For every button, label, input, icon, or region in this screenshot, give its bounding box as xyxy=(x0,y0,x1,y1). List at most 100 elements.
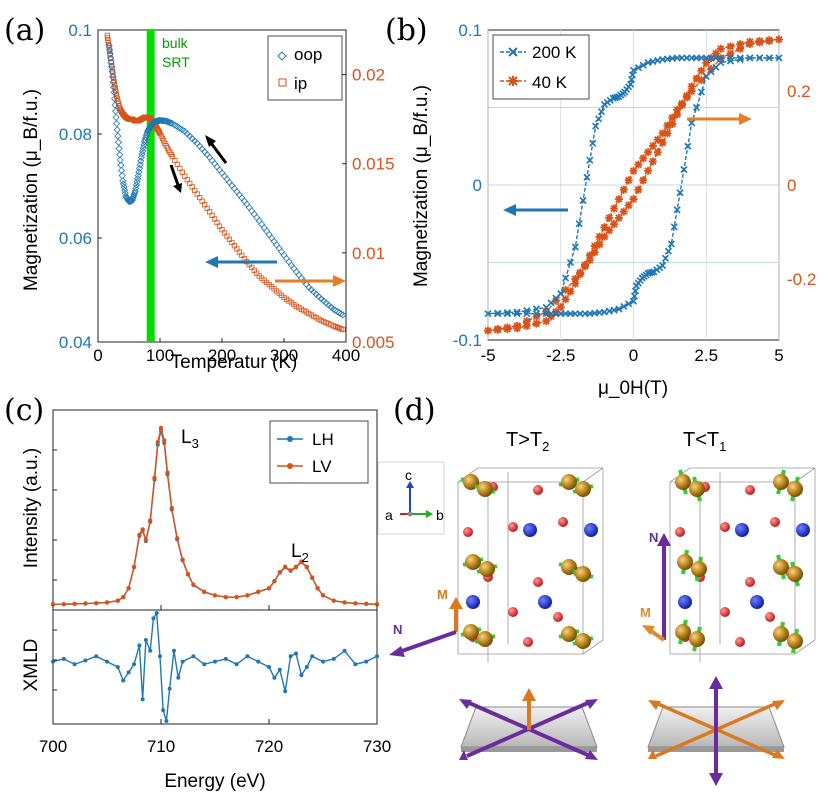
panel-b-legend xyxy=(492,34,590,100)
40k-up-marker xyxy=(624,201,633,210)
40k-up-marker xyxy=(629,195,638,204)
oxygen-atom xyxy=(745,577,755,587)
40k-down-marker xyxy=(522,321,531,330)
panel-b-ticks: -5 -2.5 0 2.5 5 -0.1 0 0.1 -0.2 0 0.2 xyxy=(453,21,817,365)
oxygen-atom xyxy=(745,485,755,495)
xmld-point xyxy=(176,675,181,680)
40k-down-marker xyxy=(547,312,556,321)
200k-up-marker xyxy=(664,247,672,255)
xmld-point xyxy=(304,665,309,669)
oop-data-point xyxy=(114,132,122,140)
blue-atom xyxy=(735,523,749,537)
200k-legend-marker xyxy=(508,47,518,57)
40k-up-marker xyxy=(711,49,720,58)
ip-data-point xyxy=(107,48,113,54)
xmld-point xyxy=(143,638,148,642)
blue-atom xyxy=(584,523,598,537)
lv-line xyxy=(53,427,378,605)
right-n-label: N xyxy=(649,530,658,545)
lv-point xyxy=(180,557,185,562)
200k-up-marker xyxy=(631,287,640,295)
y-tick-label-left: 0.04 xyxy=(59,333,92,352)
200k-up-marker xyxy=(676,189,684,197)
200k-down-marker xyxy=(639,61,647,69)
oxygen-atom xyxy=(735,637,745,647)
lv-point xyxy=(165,470,170,475)
b-right-axis-arrowhead xyxy=(739,113,752,125)
oxygen-atom xyxy=(533,577,543,587)
lv-point xyxy=(315,586,320,591)
40k-up-marker xyxy=(639,176,648,185)
x-tick-label: 0 xyxy=(93,346,102,365)
40k-down-marker xyxy=(542,317,551,326)
panel-d-label: (d) xyxy=(393,393,436,428)
xmld-point xyxy=(375,654,379,659)
oop-data-point xyxy=(115,144,123,153)
oop-data-point xyxy=(167,119,175,127)
oop-data-point xyxy=(331,306,340,314)
x-tick-label: 400 xyxy=(332,346,360,365)
40k-up-marker xyxy=(687,82,696,91)
40k-down-marker xyxy=(663,121,672,130)
lv-point xyxy=(121,594,126,600)
200k-up-marker xyxy=(684,142,692,150)
panel-b: (b) -5 -2.5 0 2.5 5 -0.1 0 0.1 -0.2 0 0.2 Magnetiz… xyxy=(385,13,816,399)
lv-point xyxy=(223,594,228,600)
40k-down-marker xyxy=(556,303,565,312)
magnetic-atom xyxy=(787,566,803,582)
40k-down-marker xyxy=(610,204,619,213)
40k-legend-marker xyxy=(508,76,518,86)
panel-b-ylabel: Magnetization (μ_B/f.u.) xyxy=(411,85,432,287)
xmld-point xyxy=(267,665,271,669)
40k-down-marker xyxy=(639,154,648,163)
y-tick-label-left: 0 xyxy=(473,176,482,195)
40k-down-marker xyxy=(513,324,522,333)
40k-up-marker xyxy=(532,312,541,321)
lv-point xyxy=(104,600,110,605)
40k-down-marker xyxy=(503,325,512,334)
oxygen-atom xyxy=(720,522,730,532)
y-tick-label-right: 0 xyxy=(787,176,796,195)
40k-up-marker xyxy=(595,240,604,249)
lv-point xyxy=(272,578,277,584)
ip-data-point xyxy=(340,326,346,333)
200k-legend-label: 200 K xyxy=(532,43,577,62)
x-tick-label: 100 xyxy=(146,346,174,365)
magnetic-atom xyxy=(787,481,803,497)
l2-peak-label: L2 xyxy=(291,541,309,565)
40k-up-marker xyxy=(614,213,623,222)
magnetic-atom xyxy=(463,624,479,640)
bulk-srt-label-1: bulk xyxy=(162,35,189,51)
xmld-point xyxy=(154,611,159,615)
xmld-point xyxy=(256,659,261,664)
xmld-point xyxy=(245,654,250,659)
cooling-arrowhead xyxy=(173,183,182,193)
magnetic-atom xyxy=(575,633,591,649)
oop-data-point xyxy=(105,42,113,50)
40k-up-marker xyxy=(702,58,711,67)
blue-atom xyxy=(466,595,480,609)
200k-down-marker xyxy=(542,303,550,312)
200k-up-marker xyxy=(680,165,688,174)
panel-b-series xyxy=(484,35,783,335)
xmld-point xyxy=(51,659,55,664)
xmld-point xyxy=(191,654,196,659)
panel-c-ticks: 700 710 720 730 xyxy=(39,449,391,756)
40k-down-marker xyxy=(673,105,682,114)
xmld-point xyxy=(105,659,109,664)
blue-atom xyxy=(796,523,810,537)
oop-data-point xyxy=(337,310,345,318)
panel-b-label: (b) xyxy=(385,13,428,48)
oop-data-point xyxy=(253,213,261,222)
oxygen-atom xyxy=(558,517,568,527)
200k-down-marker xyxy=(532,305,541,313)
200k-up-marker xyxy=(692,103,701,112)
xmld-point xyxy=(167,686,172,691)
lv-point xyxy=(61,602,66,607)
lv-point xyxy=(185,571,191,577)
oop-data-point xyxy=(258,220,266,228)
magnetic-atom xyxy=(575,481,591,497)
blue-atom xyxy=(678,595,692,609)
oop-data-point xyxy=(117,166,126,174)
oop-data-point xyxy=(116,156,124,164)
